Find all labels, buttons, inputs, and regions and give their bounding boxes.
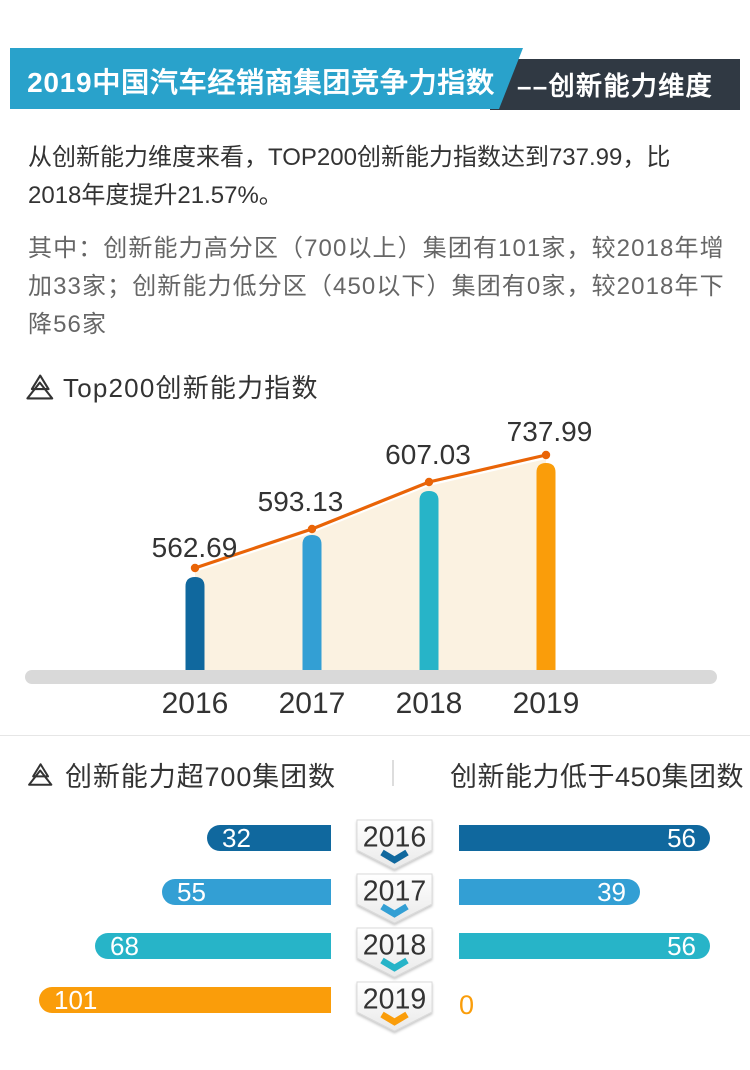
badge-year-2016: 2016 bbox=[363, 822, 426, 854]
trend-section-title: Top200创新能力指数 bbox=[63, 373, 319, 403]
value-label-2019: 737.99 bbox=[507, 416, 593, 447]
value-label-2017: 593.13 bbox=[258, 486, 344, 517]
trend-section-header: Top200创新能力指数 bbox=[24, 368, 319, 405]
chevron-down-icon bbox=[380, 957, 409, 972]
high-score-value-2017: 55 bbox=[177, 877, 206, 907]
trend-point-2018 bbox=[424, 477, 434, 487]
section-title-divider bbox=[392, 760, 394, 786]
high-score-value-2019: 101 bbox=[54, 985, 98, 1015]
year-label-2017: 2017 bbox=[279, 687, 346, 720]
value-label-2018: 607.03 bbox=[385, 439, 471, 470]
trend-chart: 562.69 593.13 607.03 737.99 2016 2017 2018 2019 bbox=[25, 416, 717, 720]
trend-line bbox=[194, 453, 547, 570]
year-label-2018: 2018 bbox=[396, 687, 463, 720]
high-score-bar-2018: 68 bbox=[95, 933, 331, 959]
trend-point-2017 bbox=[307, 524, 317, 534]
intro-line-1: 从创新能力维度来看，TOP200创新能力指数达到737.99，比 bbox=[28, 144, 671, 171]
high-score-value-2018: 68 bbox=[110, 931, 139, 961]
detail-line-2: 加33家；创新能力低分区（450以下）集团有0家，较2018年下 bbox=[28, 273, 725, 300]
low-score-value-2016: 56 bbox=[667, 823, 696, 853]
chevron-down-icon bbox=[380, 903, 409, 918]
low-score-value-2018: 56 bbox=[667, 931, 696, 961]
chevron-down-icon bbox=[380, 1011, 409, 1026]
value-label-2016: 562.69 bbox=[152, 532, 238, 563]
year-badge-2017: 2017 bbox=[356, 873, 433, 924]
high-score-section-title: 创新能力超700集团数 bbox=[65, 762, 336, 792]
low-score-bar-2018: 56 bbox=[459, 933, 710, 959]
badge-year-2017: 2017 bbox=[363, 876, 426, 908]
high-score-bar-2019: 101 bbox=[39, 987, 331, 1013]
trend-area-fill bbox=[195, 459, 546, 673]
detail-paragraph: 其中：创新能力高分区（700以上）集团有101家，较2018年增 加33家；创新… bbox=[28, 230, 728, 344]
badge-year-2019: 2019 bbox=[363, 984, 426, 1016]
low-score-value-2019: 0 bbox=[459, 990, 475, 1020]
year-badge-2018: 2018 bbox=[356, 927, 433, 978]
trend-bar-2017 bbox=[302, 535, 322, 673]
section-divider bbox=[0, 735, 750, 736]
double-triangle-logo-icon bbox=[28, 763, 53, 786]
year-badge-2016: 2016 bbox=[356, 819, 433, 870]
low-score-bar-2016: 56 bbox=[459, 825, 710, 851]
double-triangle-logo-icon bbox=[26, 374, 54, 399]
year-label-2016: 2016 bbox=[162, 687, 229, 720]
high-score-bar-2017: 55 bbox=[162, 879, 331, 905]
chevron-down-icon bbox=[380, 849, 409, 864]
trend-bar-2019 bbox=[536, 463, 556, 673]
intro-paragraph: 从创新能力维度来看，TOP200创新能力指数达到737.99，比 2018年度提… bbox=[28, 139, 728, 215]
intro-line-2: 2018年度提升21.57%。 bbox=[28, 182, 283, 209]
year-badge-2019: 2019 bbox=[356, 981, 433, 1032]
banner-title-box: 2019中国汽车经销商集团竞争力指数 bbox=[10, 48, 523, 109]
trend-point-2019 bbox=[541, 450, 551, 460]
badge-shape bbox=[356, 981, 433, 1032]
high-score-bar-2016: 32 bbox=[207, 825, 331, 851]
low-score-value-2017: 39 bbox=[597, 877, 626, 907]
high-score-value-2016: 32 bbox=[222, 823, 251, 853]
badge-shape bbox=[356, 819, 433, 870]
banner-subtitle-box: ––创新能力维度 bbox=[490, 59, 740, 110]
detail-line-1: 其中：创新能力高分区（700以上）集团有101家，较2018年增 bbox=[28, 235, 725, 262]
low-score-section-title: 创新能力低于450集团数 bbox=[450, 762, 745, 792]
detail-line-3: 降56家 bbox=[28, 311, 108, 338]
trend-bar-2016 bbox=[185, 577, 205, 673]
badge-shape bbox=[356, 927, 433, 978]
trend-point-2016 bbox=[190, 563, 200, 573]
badge-year-2018: 2018 bbox=[363, 930, 426, 962]
banner-title: 2019中国汽车经销商集团竞争力指数 bbox=[27, 66, 495, 98]
badge-shape bbox=[356, 873, 433, 924]
trend-bar-2018 bbox=[419, 491, 439, 673]
year-label-2019: 2019 bbox=[513, 687, 580, 720]
axis-baseline bbox=[25, 670, 717, 684]
low-score-bar-2017: 39 bbox=[459, 879, 640, 905]
high-score-section-header: 创新能力超700集团数 bbox=[26, 755, 336, 794]
banner-subtitle: ––创新能力维度 bbox=[516, 71, 714, 101]
